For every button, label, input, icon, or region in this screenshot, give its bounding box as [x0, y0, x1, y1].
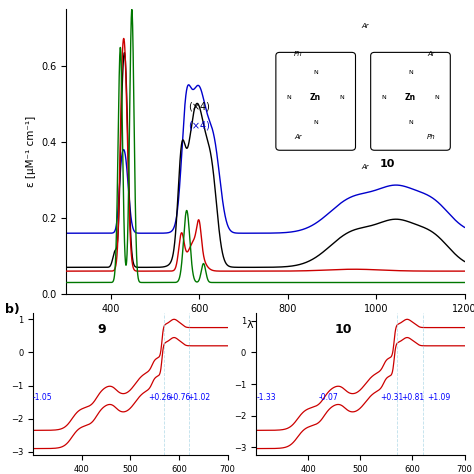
Text: -1.05: -1.05 [33, 392, 53, 401]
Text: +0.31: +0.31 [380, 392, 403, 401]
Y-axis label: ε [μM⁻¹ cm⁻¹]: ε [μM⁻¹ cm⁻¹] [26, 116, 36, 187]
Text: Ar: Ar [295, 134, 302, 140]
Text: +0.81: +0.81 [401, 392, 424, 401]
Text: +1.02: +1.02 [187, 392, 210, 401]
Text: Ar: Ar [428, 51, 435, 57]
Text: N: N [313, 119, 318, 125]
Text: Ar: Ar [361, 23, 369, 28]
Text: Zn: Zn [310, 93, 321, 101]
Text: +0.26: +0.26 [148, 392, 171, 401]
Text: -1.33: -1.33 [256, 392, 276, 401]
Text: +1.09: +1.09 [427, 392, 450, 401]
Text: +0.76: +0.76 [167, 392, 191, 401]
Text: 10: 10 [335, 323, 352, 336]
Text: 10: 10 [380, 158, 395, 169]
Text: N: N [287, 95, 292, 100]
Text: b): b) [5, 303, 19, 316]
Text: N: N [313, 70, 318, 75]
Text: Ph: Ph [294, 51, 303, 57]
Text: N: N [435, 95, 439, 100]
Text: 9: 9 [97, 323, 106, 336]
Text: N: N [382, 95, 386, 100]
Text: (×4): (×4) [188, 102, 210, 112]
Text: (×4): (×4) [188, 121, 210, 131]
Text: Ar: Ar [361, 164, 369, 170]
X-axis label: λ [nm]: λ [nm] [247, 319, 284, 329]
Text: Zn: Zn [405, 93, 416, 101]
Text: N: N [408, 70, 413, 75]
Text: N: N [408, 119, 413, 125]
Text: Ph: Ph [427, 134, 436, 140]
FancyBboxPatch shape [371, 53, 450, 150]
Text: N: N [340, 95, 345, 100]
Text: -0.07: -0.07 [319, 392, 339, 401]
FancyBboxPatch shape [276, 53, 356, 150]
